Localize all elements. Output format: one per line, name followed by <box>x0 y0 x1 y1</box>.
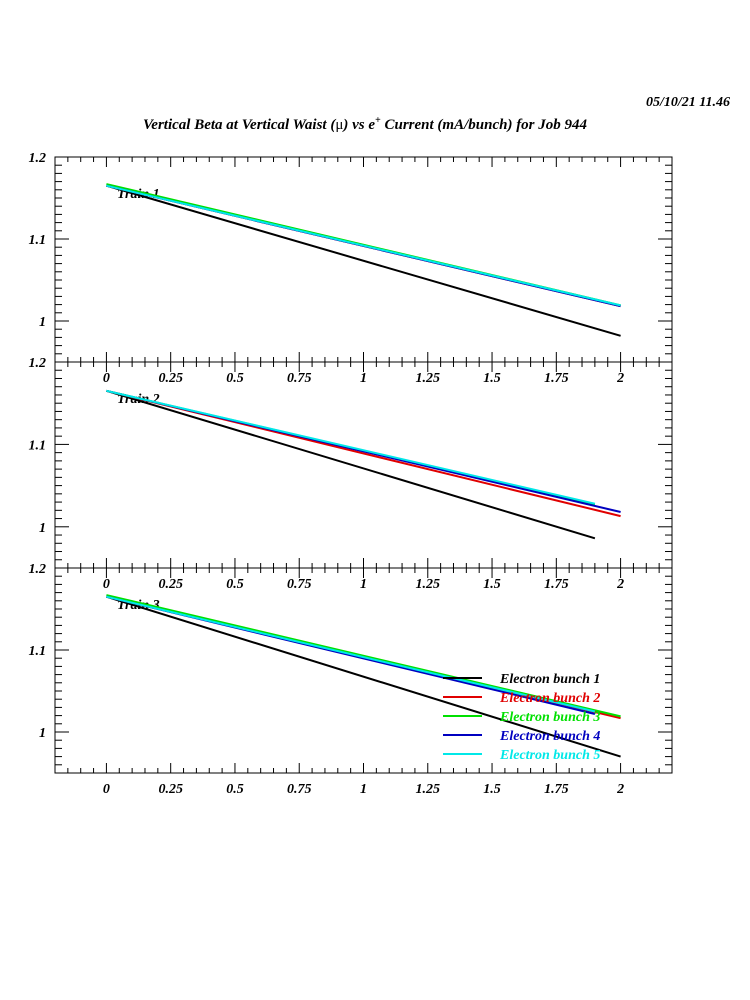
y-tick-label: 1 <box>39 521 46 536</box>
title-part-3: Current (mA/bunch) for Job 944 <box>380 117 588 133</box>
title-part-2: ) vs e <box>343 117 376 133</box>
x-tick-label: 1.5 <box>483 782 501 797</box>
y-tick-label: 1.2 <box>29 356 47 371</box>
title-superscript: + <box>375 115 381 126</box>
y-tick-label: 1.2 <box>29 151 47 166</box>
x-tick-label: 2 <box>616 782 624 797</box>
y-tick-label: 1 <box>39 726 46 741</box>
x-tick-label: 1 <box>360 371 367 386</box>
x-tick-label: 1.75 <box>544 577 569 592</box>
y-tick-label: 1 <box>39 315 46 330</box>
x-tick-label: 1 <box>360 577 367 592</box>
x-tick-label: 1.25 <box>416 782 441 797</box>
y-tick-label: 1.2 <box>29 562 47 577</box>
x-tick-label: 2 <box>616 577 624 592</box>
x-tick-label: 1.75 <box>544 371 569 386</box>
y-tick-label: 1.1 <box>29 233 47 248</box>
x-tick-label: 0.75 <box>287 371 312 386</box>
series-line-bunch-5 <box>106 184 621 307</box>
x-tick-label: 0.25 <box>158 782 183 797</box>
series-line-bunch-1 <box>106 595 621 758</box>
series-line-bunch-1 <box>106 184 621 337</box>
legend-label-bunch-1: Electron bunch 1 <box>499 672 600 687</box>
x-tick-label: 2 <box>616 371 624 386</box>
x-tick-label: 0.5 <box>226 371 244 386</box>
legend-label-bunch-4: Electron bunch 4 <box>499 729 600 744</box>
title-mu: μ <box>335 117 344 133</box>
legend-label-bunch-3: Electron bunch 3 <box>499 710 600 725</box>
x-tick-label: 1.25 <box>416 371 441 386</box>
x-tick-label: 0 <box>103 782 110 797</box>
x-tick-label: 1.75 <box>544 782 569 797</box>
series-line-bunch-5 <box>106 389 596 505</box>
x-tick-label: 0.5 <box>226 577 244 592</box>
x-tick-label: 1.5 <box>483 371 501 386</box>
series-line-bunch-3 <box>106 594 621 718</box>
x-tick-label: 0.25 <box>158 577 183 592</box>
y-tick-label: 1.1 <box>29 644 47 659</box>
x-tick-label: 1.25 <box>416 577 441 592</box>
x-tick-label: 1 <box>360 782 367 797</box>
x-tick-label: 0.75 <box>287 782 312 797</box>
x-tick-label: 0.5 <box>226 782 244 797</box>
timestamp: 05/10/21 11.46 <box>645 95 730 110</box>
legend-label-bunch-5: Electron bunch 5 <box>499 748 600 763</box>
title-part-1: Vertical Beta at Vertical Waist ( <box>142 117 336 133</box>
chart-title: Vertical Beta at Vertical Waist (μ) vs e… <box>60 115 670 134</box>
legend-label-bunch-2: Electron bunch 2 <box>499 691 600 706</box>
x-tick-label: 0.25 <box>158 371 183 386</box>
x-tick-label: 0.75 <box>287 577 312 592</box>
y-tick-label: 1.1 <box>29 438 47 453</box>
x-tick-label: 1.5 <box>483 577 501 592</box>
series-line-bunch-5 <box>106 595 596 713</box>
series-line-bunch-1 <box>106 389 596 540</box>
x-tick-label: 0 <box>103 577 110 592</box>
x-tick-label: 0 <box>103 371 110 386</box>
